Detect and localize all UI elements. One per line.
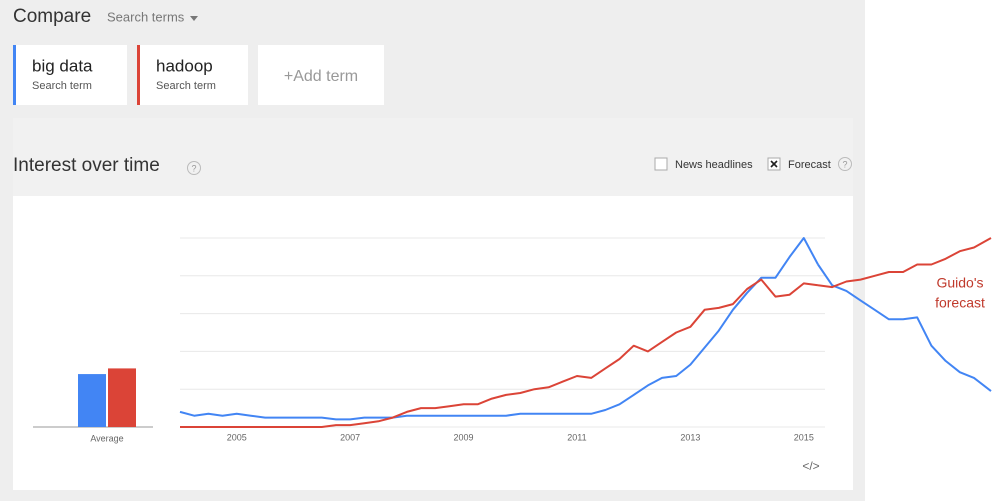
section-header [13,118,853,196]
series-line [179,237,819,421]
compare-title: Compare [13,6,91,27]
dropdown-arrow [190,16,198,21]
embed-icon[interactable]: </> [802,459,819,473]
add-term[interactable]: +Add term [284,68,358,85]
term-color [137,45,140,105]
x-tick-label: 2015 [794,432,814,442]
term-card[interactable] [13,45,127,105]
checkbox[interactable] [654,157,668,171]
annotation: Guido's [936,275,983,291]
term-name: big data [32,56,93,75]
chart-card [13,196,853,490]
annotation: forecast [935,295,985,311]
help-icon-text: ? [842,159,847,169]
help-icon[interactable] [838,157,852,171]
term-name: hadoop [156,56,213,75]
help-icon[interactable] [187,161,201,175]
option-label: News headlines [675,159,753,171]
average-label: Average [90,433,123,443]
check-mark [770,160,778,168]
search-terms-menu[interactable]: Search terms [107,9,185,24]
x-tick-label: 2009 [454,432,474,442]
x-tick-label: 2013 [680,432,700,442]
help-icon-text: ? [191,163,196,173]
series-line [817,263,992,392]
term-card[interactable] [137,45,248,105]
x-tick-label: 2005 [227,432,247,442]
average-bar [108,368,136,427]
average-bar [78,374,106,427]
term-sub: Search term [156,80,216,92]
x-tick-label: 2007 [340,432,360,442]
series-line [817,237,992,289]
series-line [180,278,819,428]
term-color [13,45,16,105]
add-term-card[interactable] [258,45,384,105]
x-tick-label: 2011 [567,432,586,442]
term-sub: Search term [32,80,92,92]
option-label: Forecast [788,159,831,171]
section-title: Interest over time [13,155,160,176]
